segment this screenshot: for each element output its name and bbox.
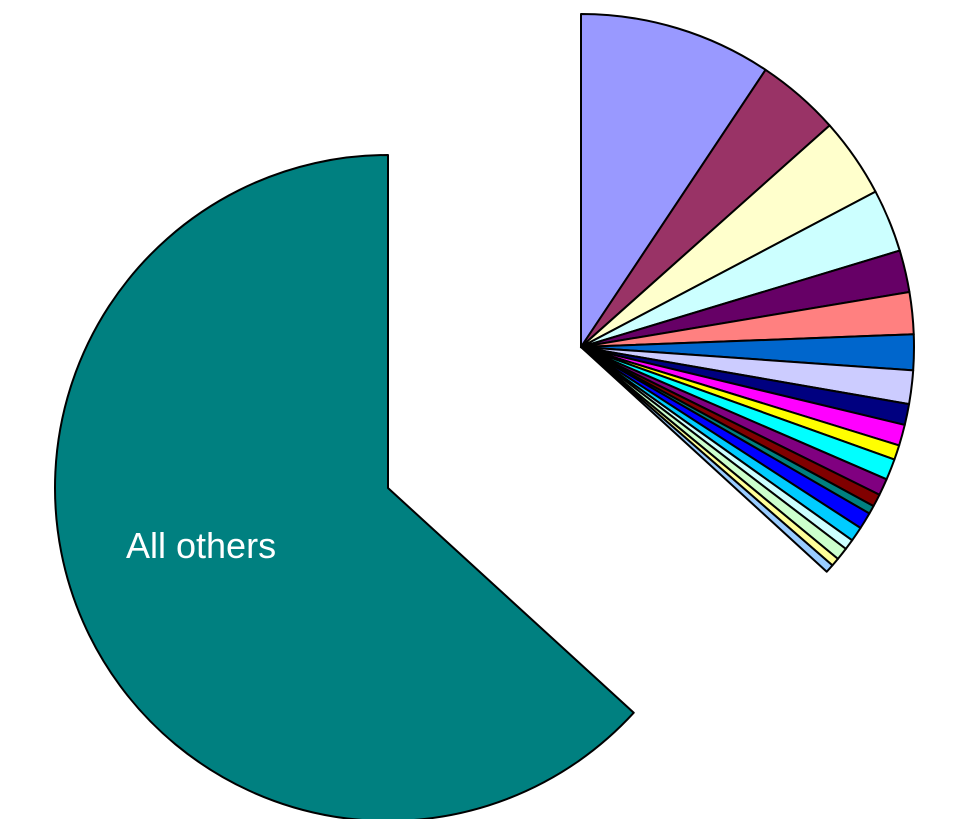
pie-slice-label: All others [126, 525, 276, 566]
pie-slice-1 [580, 13, 767, 348]
pie-labels: All others [126, 525, 276, 566]
pie-slice-all-others [54, 154, 635, 819]
pie-slices [54, 13, 915, 819]
pie-slice-21 [580, 346, 834, 573]
